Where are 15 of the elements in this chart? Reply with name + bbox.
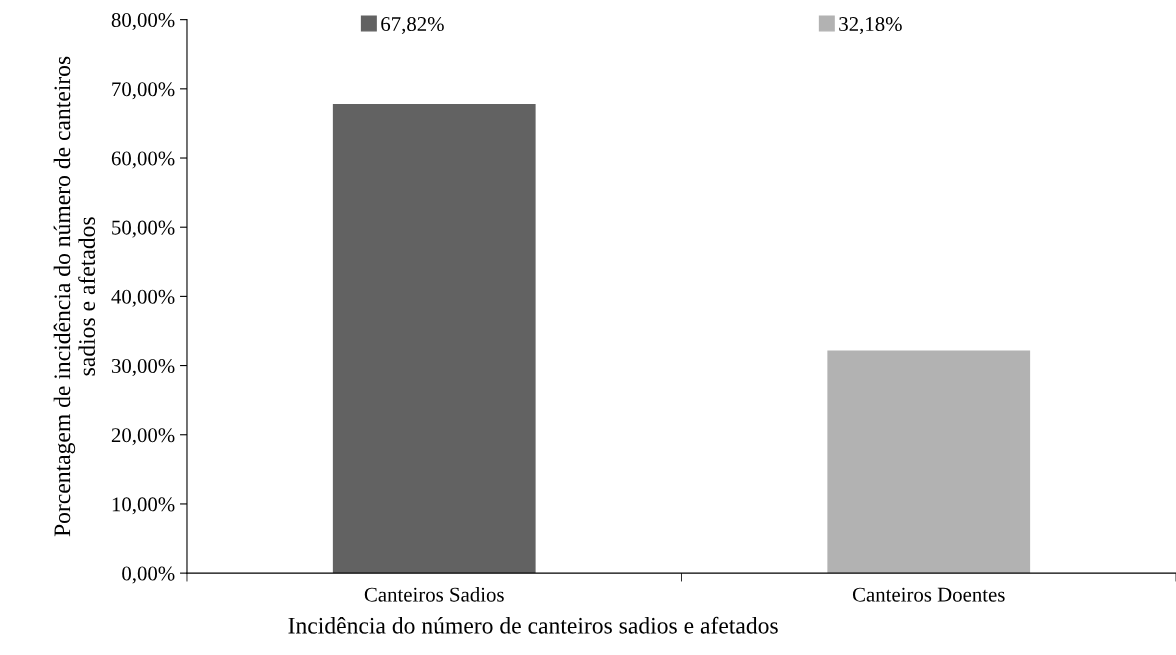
x-tick-label: Canteiros Doentes bbox=[852, 587, 1005, 602]
y-tick-label: 20,00% bbox=[111, 428, 175, 446]
y-tick-label: 80,00% bbox=[111, 13, 175, 31]
x-axis-title: Incidência do número de canteiros sadios e afetados bbox=[288, 616, 778, 634]
y-tick-label: 60,00% bbox=[111, 151, 175, 169]
x-tick-label: Canteiros Sadios bbox=[364, 587, 504, 602]
y-tick-label: 10,00% bbox=[112, 497, 175, 515]
y-tick-label: 50,00% bbox=[112, 220, 175, 238]
legend-label: 67,82% bbox=[381, 16, 444, 35]
legend-label: 32,18% bbox=[839, 16, 902, 35]
y-tick-label: 70,00% bbox=[112, 82, 175, 100]
y-axis-title: Porcentagem de incidência do número de canteiros sadios e afetados bbox=[53, 56, 96, 537]
y-tick-label: 30,00% bbox=[111, 358, 175, 376]
y-tick-label: 0,00% bbox=[122, 566, 175, 584]
y-tick-label: 40,00% bbox=[111, 289, 175, 307]
